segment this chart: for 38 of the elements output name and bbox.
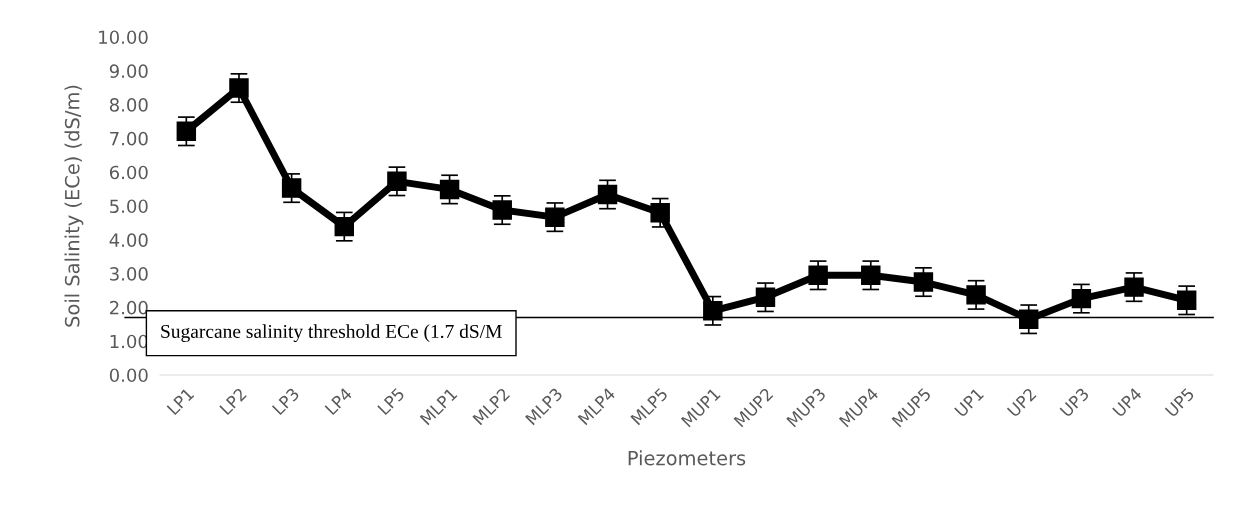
point xyxy=(597,184,618,205)
point xyxy=(650,203,670,223)
x-axis-title: Piezometers xyxy=(628,450,746,466)
y-tick-label: 10.00 xyxy=(99,30,148,45)
point xyxy=(229,78,249,98)
x-tick-label: LP5 xyxy=(377,387,406,416)
y-tick-label: 7.00 xyxy=(110,131,148,146)
y-tick-label: 3.00 xyxy=(110,267,148,281)
point xyxy=(1071,288,1092,309)
x-tick-label: LP3 xyxy=(271,387,300,416)
point xyxy=(966,285,986,305)
y-tick-label: 8.00 xyxy=(109,98,148,112)
y-tick-label: 5.00 xyxy=(110,199,148,214)
x-tick-label: UP2 xyxy=(1006,387,1037,418)
point xyxy=(545,207,565,227)
y-tick-label: 4.00 xyxy=(109,233,148,247)
point xyxy=(1124,277,1144,297)
y-tick-label: 6.00 xyxy=(109,165,148,180)
point xyxy=(387,171,407,192)
point xyxy=(755,287,776,307)
x-tick-label: UP4 xyxy=(1112,387,1143,418)
y-tick-label: 2.00 xyxy=(110,300,148,315)
point xyxy=(703,301,723,321)
x-tick-label: LP4 xyxy=(324,387,353,416)
point xyxy=(439,179,460,200)
y-tick-label: 0.00 xyxy=(109,368,148,383)
ref-line-label: Sugarcane salinity threshold ECe (1.7 dS/M xyxy=(161,324,502,342)
x-tick-label: UP5 xyxy=(1164,387,1195,418)
x-tick-label: LP1 xyxy=(166,387,195,416)
x-tick-label: LP2 xyxy=(219,387,247,416)
point xyxy=(913,272,934,292)
y-tick-label: 9.00 xyxy=(109,64,148,78)
point xyxy=(808,265,828,286)
x-tick-label: UP3 xyxy=(1059,387,1090,418)
y-axis-title: Soil Salinity (ECe) (dS/m) xyxy=(64,85,84,327)
point xyxy=(281,178,302,198)
x-tick-label: UP1 xyxy=(954,387,985,418)
point xyxy=(492,200,512,220)
